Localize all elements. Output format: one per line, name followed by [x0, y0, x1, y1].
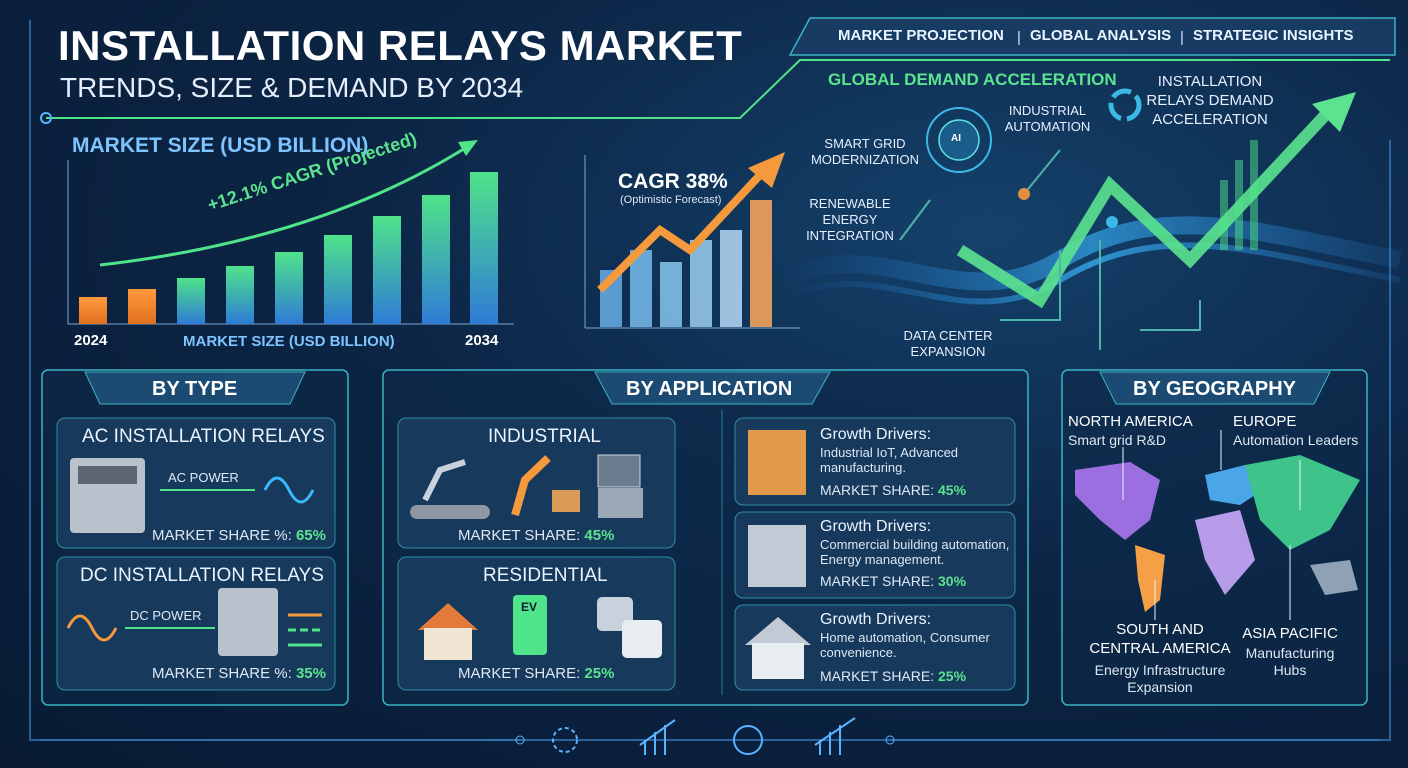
market-share: MARKET SHARE: 25% — [820, 668, 966, 684]
region-name: NORTH AMERICA — [1068, 413, 1193, 430]
share-value: 25% — [938, 668, 967, 684]
share-label: MARKET SHARE: — [820, 573, 935, 589]
share-label: MARKET SHARE %: — [152, 665, 292, 682]
card-title: DC INSTALLATION RELAYS — [80, 565, 324, 586]
share-label: MARKET SHARE: — [820, 482, 935, 498]
market-share: MARKET SHARE: 45% — [820, 482, 966, 498]
share-value: 25% — [584, 665, 615, 682]
driver-text: Commercial building automation, Energy m… — [820, 537, 1010, 567]
market-share: MARKET SHARE: 25% — [458, 665, 614, 682]
region-name: ASIA PACIFIC — [1242, 625, 1338, 642]
cagr-title: CAGR 38% — [618, 170, 728, 193]
banner-item: MARKET PROJECTION — [838, 27, 1004, 44]
ai-icon: AI — [951, 133, 961, 144]
market-share: MARKET SHARE: 30% — [820, 573, 966, 589]
market-size-title: MARKET SIZE (USD BILLION) — [72, 134, 369, 157]
demand-title: GLOBAL DEMAND ACCELERATION — [828, 70, 1117, 89]
card-title: INDUSTRIAL — [488, 426, 601, 447]
driver-text: Industrial IoT, Advanced manufacturing. — [820, 445, 959, 475]
demand-label: SMART GRID MODERNIZATION — [810, 136, 920, 167]
share-label: MARKET SHARE %: — [152, 527, 292, 544]
cagr-note: (Optimistic Forecast) — [620, 194, 722, 206]
share-value: 45% — [938, 482, 967, 498]
axis-label: MARKET SIZE (USD BILLION) — [183, 333, 395, 350]
title: INSTALLATION RELAYS MARKET — [58, 22, 743, 69]
separator: | — [1180, 29, 1184, 46]
driver-text: Home automation, Consumer convenience. — [820, 630, 990, 660]
power-label: DC POWER — [130, 608, 202, 623]
driver-heading: Growth Drivers: — [820, 518, 932, 535]
region-note: Manufacturing Hubs — [1245, 645, 1335, 678]
ev-label: EV — [521, 600, 538, 614]
end-year: 2034 — [465, 332, 499, 349]
banner-item: GLOBAL ANALYSIS — [1030, 27, 1172, 44]
banner-item: STRATEGIC INSIGHTS — [1193, 27, 1354, 44]
demand-label: DATA CENTER EXPANSION — [903, 328, 993, 359]
region-name: SOUTH AND CENTRAL AMERICA — [1089, 621, 1231, 657]
demand-label: INDUSTRIAL AUTOMATION — [1004, 103, 1091, 134]
region-note: Automation Leaders — [1233, 432, 1359, 448]
card-title: AC INSTALLATION RELAYS — [82, 426, 325, 447]
driver-heading: Growth Drivers: — [820, 426, 932, 443]
demand-label: RENEWABLE ENERGY INTEGRATION — [806, 196, 894, 243]
card-title: RESIDENTIAL — [483, 565, 608, 586]
share-value: 45% — [584, 527, 615, 544]
share-label: MARKET SHARE: — [458, 527, 581, 544]
region-name: EUROPE — [1233, 413, 1297, 430]
section-heading: BY GEOGRAPHY — [1133, 378, 1296, 400]
share-label: MARKET SHARE: — [458, 665, 581, 682]
market-share: MARKET SHARE %: 65% — [152, 527, 326, 544]
section-heading: BY APPLICATION — [626, 378, 793, 400]
market-share: MARKET SHARE %: 35% — [152, 665, 326, 682]
separator: | — [1017, 29, 1021, 46]
demand-label: INSTALLATION RELAYS DEMAND ACCELERATION — [1146, 73, 1274, 128]
share-value: 35% — [295, 665, 326, 682]
share-value: 30% — [938, 573, 967, 589]
region-note: Energy Infrastructure Expansion — [1094, 662, 1226, 695]
share-label: MARKET SHARE: — [820, 668, 935, 684]
region-note: Smart grid R&D — [1068, 432, 1167, 448]
market-share: MARKET SHARE: 45% — [458, 527, 614, 544]
section-heading: BY TYPE — [152, 378, 238, 400]
share-value: 65% — [295, 527, 326, 544]
power-label: AC POWER — [168, 470, 239, 485]
driver-heading: Growth Drivers: — [820, 611, 932, 628]
start-year: 2024 — [74, 332, 108, 349]
subtitle: TRENDS, SIZE & DEMAND BY 2034 — [60, 72, 524, 103]
